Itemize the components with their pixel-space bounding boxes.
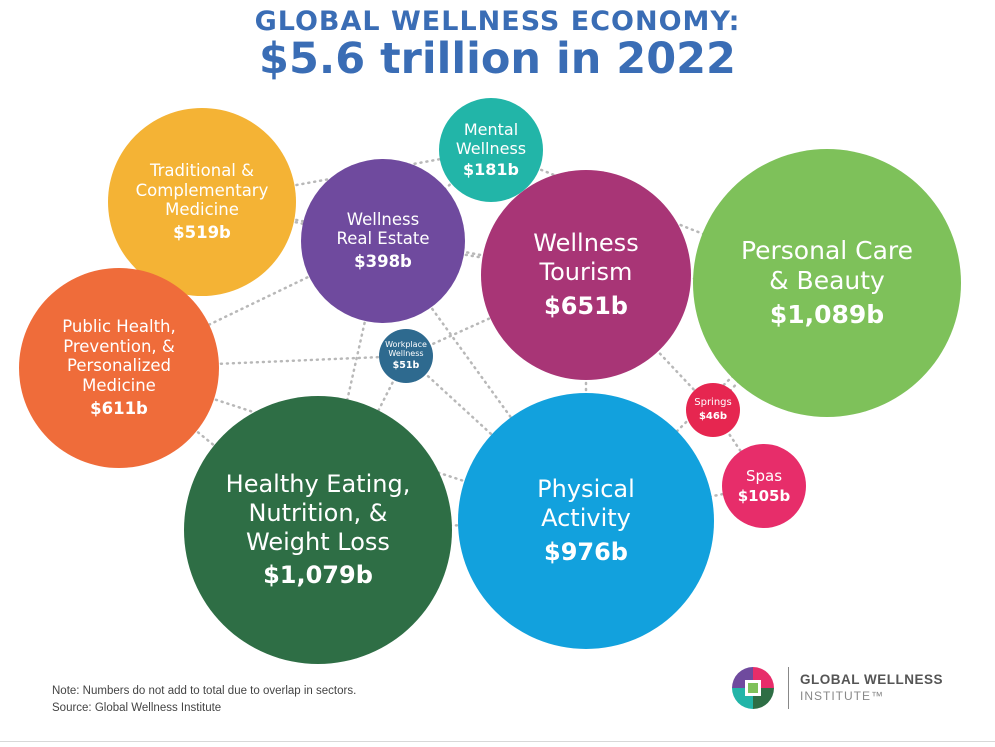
bubble-label-springs: Springs bbox=[694, 397, 732, 408]
bubble-physical-activity: Physical Activity $976b bbox=[458, 393, 714, 649]
bubble-personal-care-beauty: Personal Care & Beauty $1,089b bbox=[693, 149, 961, 417]
bubble-traditional-complementary-medicine: Traditional & Complementary Medicine $519… bbox=[108, 108, 296, 296]
bubble-label-healthy-eating-nutrition: Healthy Eating, Nutrition, & Weight Loss bbox=[225, 470, 411, 556]
bubble-label-traditional-complementary-medicine: Traditional & Complementary Medicine bbox=[135, 160, 269, 220]
bottom-divider bbox=[0, 741, 995, 742]
bubble-label-public-health-prevention: Public Health, Prevention, & Personalize… bbox=[62, 316, 176, 396]
gwi-logo: GLOBAL WELLNESS INSTITUTE™ bbox=[730, 665, 980, 715]
bubble-value-physical-activity: $976b bbox=[544, 537, 628, 566]
bubble-value-traditional-complementary-medicine: $519b bbox=[173, 222, 231, 242]
bubble-value-workplace-wellness: $51b bbox=[392, 360, 420, 372]
bubble-label-mental-wellness: Mental Wellness bbox=[455, 119, 527, 158]
bubble-label-wellness-real-estate: Wellness Real Estate bbox=[336, 209, 430, 249]
bubble-public-health-prevention: Public Health, Prevention, & Personalize… bbox=[19, 268, 219, 468]
bubble-healthy-eating-nutrition: Healthy Eating, Nutrition, & Weight Loss… bbox=[184, 396, 452, 664]
bubble-value-wellness-tourism: $651b bbox=[544, 291, 628, 320]
bubble-spas: Spas $105b bbox=[722, 444, 806, 528]
footnote: Note: Numbers do not add to total due to… bbox=[52, 683, 356, 717]
bubble-value-spas: $105b bbox=[737, 486, 791, 505]
bubble-label-personal-care-beauty: Personal Care & Beauty bbox=[740, 235, 914, 295]
bubble-label-wellness-tourism: Wellness Tourism bbox=[533, 229, 639, 287]
bubble-value-public-health-prevention: $611b bbox=[90, 398, 148, 418]
bubble-springs: Springs $46b bbox=[686, 383, 740, 437]
title-line-2: $5.6 trillion in 2022 bbox=[259, 34, 736, 84]
note-text: Note: Numbers do not add to total due to… bbox=[52, 685, 357, 697]
source-text: Source: Global Wellness Institute bbox=[52, 702, 222, 714]
bubble-wellness-real-estate: Wellness Real Estate $398b bbox=[301, 159, 465, 323]
bubble-wellness-tourism: Wellness Tourism $651b bbox=[481, 170, 691, 380]
logo-divider bbox=[788, 667, 789, 709]
bubble-workplace-wellness: Workplace Wellness $51b bbox=[379, 329, 433, 383]
bubble-value-healthy-eating-nutrition: $1,079b bbox=[263, 560, 373, 589]
bubble-mental-wellness: Mental Wellness $181b bbox=[439, 98, 543, 202]
gwi-logo-mark-icon bbox=[732, 667, 774, 709]
bubble-label-workplace-wellness: Workplace Wellness bbox=[385, 339, 427, 359]
bubble-value-springs: $46b bbox=[698, 410, 728, 422]
logo-name-line-2: INSTITUTE™ bbox=[800, 689, 884, 703]
bubble-label-spas: Spas bbox=[745, 466, 783, 485]
bubble-value-mental-wellness: $181b bbox=[463, 160, 519, 180]
bubble-label-physical-activity: Physical Activity bbox=[537, 475, 635, 533]
logo-name-line-1: GLOBAL WELLNESS bbox=[800, 672, 944, 687]
bubble-value-wellness-real-estate: $398b bbox=[354, 251, 412, 271]
title-line-1: GLOBAL WELLNESS ECONOMY: bbox=[254, 6, 741, 37]
bubble-value-personal-care-beauty: $1,089b bbox=[769, 300, 885, 330]
